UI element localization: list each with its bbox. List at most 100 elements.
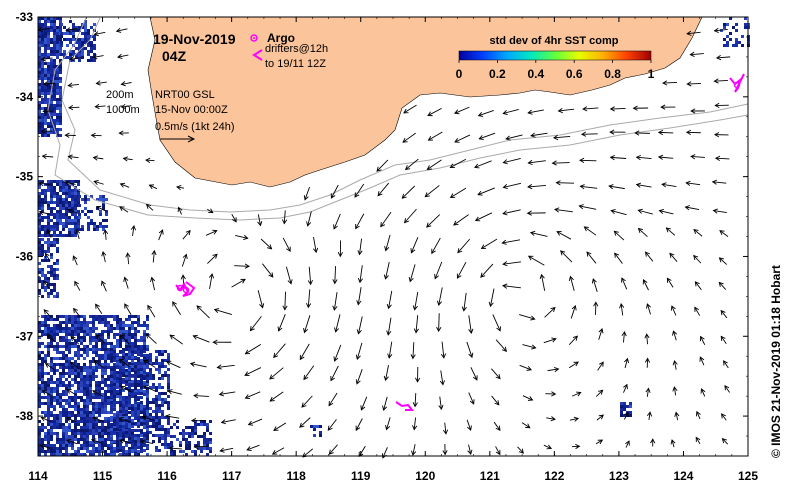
sst-pixel	[65, 360, 68, 363]
sst-pixel	[41, 450, 44, 453]
sst-pixel	[90, 219, 93, 222]
sst-pixel	[107, 417, 110, 420]
sst-pixel	[95, 423, 98, 426]
sst-pixel	[83, 366, 86, 369]
sst-pixel	[77, 447, 80, 450]
sst-pixel	[89, 453, 92, 456]
sst-pixel	[158, 440, 161, 443]
sst-pixel	[47, 405, 50, 408]
sst-pixel	[131, 413, 134, 416]
sst-pixel	[53, 195, 56, 198]
current-arrow	[568, 275, 575, 291]
sst-pixel	[59, 357, 62, 360]
sst-pixel	[137, 324, 140, 327]
sst-pixel	[191, 450, 194, 453]
sst-pixel	[149, 374, 152, 377]
current-arrow	[410, 237, 419, 254]
sst-pixel	[140, 389, 143, 392]
sst-pixel	[92, 444, 95, 447]
sst-pixel	[44, 234, 47, 237]
sst-pixel	[41, 204, 44, 207]
current-arrow	[207, 253, 218, 264]
sst-pixel	[38, 128, 41, 131]
sst-pixel	[164, 392, 167, 395]
sst-pixel	[87, 50, 90, 53]
current-arrow	[578, 204, 597, 210]
sst-pixel	[143, 321, 146, 324]
sst-pixel	[146, 366, 149, 369]
sst-pixel	[69, 29, 72, 32]
sst-pixel	[47, 351, 50, 354]
sst-pixel	[53, 98, 56, 101]
sst-pixel	[83, 453, 86, 456]
sst-pixel	[56, 38, 59, 41]
sst-pixel	[53, 29, 56, 32]
sst-pixel	[122, 348, 125, 351]
current-arrow	[330, 365, 339, 382]
current-arrow	[568, 361, 579, 369]
sst-pixel	[50, 336, 53, 339]
sst-pixel	[110, 368, 113, 371]
sst-pixel	[143, 348, 146, 351]
sst-pixel	[38, 342, 41, 345]
sst-pixel	[155, 368, 158, 371]
sst-pixel	[104, 402, 107, 405]
sst-pixel	[62, 411, 65, 414]
sst-pixel	[78, 44, 81, 47]
sst-pixel	[53, 339, 56, 342]
sst-pixel	[107, 330, 110, 333]
sst-pixel	[53, 366, 56, 369]
sst-pixel	[38, 432, 41, 435]
sst-pixel	[98, 360, 101, 363]
sst-pixel	[122, 401, 125, 404]
sst-pixel	[44, 38, 47, 41]
sst-pixel	[62, 321, 65, 324]
sst-pixel	[158, 353, 161, 356]
sst-pixel	[131, 440, 134, 443]
current-arrow	[180, 274, 186, 290]
sst-pixel	[101, 348, 104, 351]
sst-pixel	[41, 53, 44, 56]
sst-pixel	[77, 327, 80, 330]
sst-pixel	[50, 180, 53, 183]
sst-pixel	[47, 295, 50, 298]
sst-pixel	[83, 339, 86, 342]
sst-pixel	[47, 247, 50, 250]
x-tick-label: 123	[609, 469, 629, 483]
sst-pixel	[80, 453, 83, 456]
sst-pixel	[116, 383, 119, 386]
sst-pixel	[41, 38, 44, 41]
current-arrow	[67, 104, 80, 111]
sst-pixel	[143, 449, 146, 452]
sst-pixel	[56, 107, 59, 110]
sst-pixel	[125, 342, 128, 345]
sst-pixel	[726, 23, 729, 26]
sst-pixel	[69, 59, 72, 62]
sst-pixel	[53, 423, 56, 426]
sst-pixel	[65, 354, 68, 357]
sst-pixel	[83, 378, 86, 381]
sst-pixel	[110, 384, 113, 387]
sst-pixel	[86, 429, 89, 432]
sst-pixel	[72, 38, 75, 41]
sst-pixel	[44, 216, 47, 219]
sst-pixel	[158, 416, 161, 419]
sst-pixel	[50, 213, 53, 216]
sst-pixel	[47, 244, 50, 247]
sst-pixel	[203, 435, 206, 438]
sst-pixel	[71, 405, 74, 408]
sst-pixel	[137, 321, 140, 324]
sst-pixel	[140, 345, 143, 348]
sst-pixel	[56, 295, 59, 298]
current-arrow	[474, 212, 493, 222]
sst-pixel	[59, 213, 62, 216]
sst-pixel	[128, 416, 131, 419]
sst-pixel	[44, 414, 47, 417]
sst-pixel	[155, 401, 158, 404]
current-arrow	[40, 128, 53, 134]
sst-pixel	[98, 381, 101, 384]
sst-pixel	[47, 98, 50, 101]
sst-pixel	[53, 222, 56, 225]
sst-pixel	[319, 434, 322, 437]
sst-pixel	[65, 441, 68, 444]
